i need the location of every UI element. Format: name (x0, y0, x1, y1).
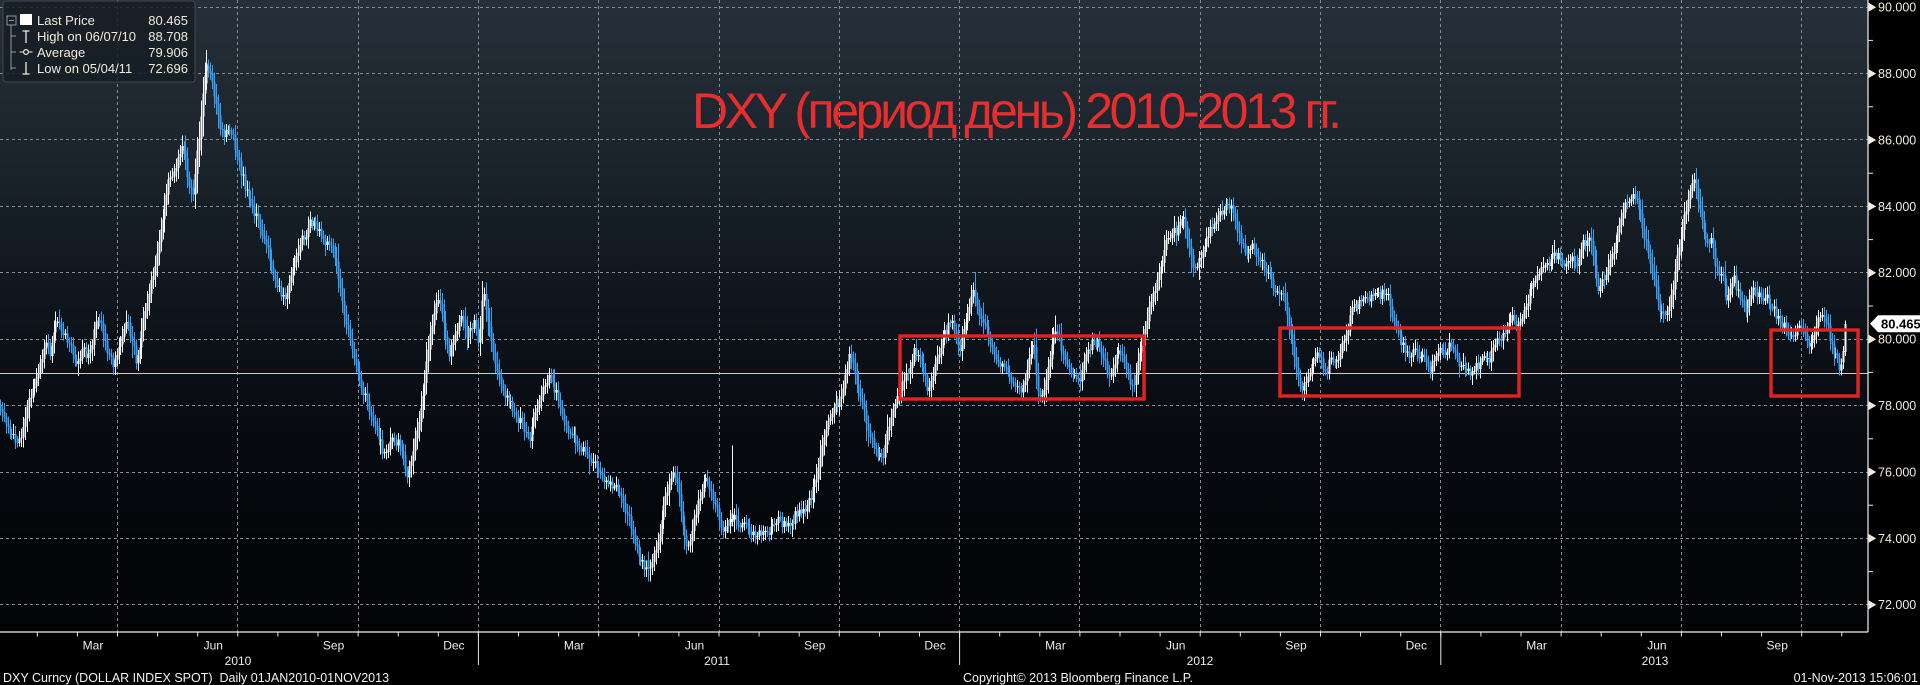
svg-text:Low on 05/04/11: Low on 05/04/11 (37, 61, 132, 76)
svg-text:88.708: 88.708 (148, 29, 188, 44)
svg-text:High on 06/07/10: High on 06/07/10 (37, 29, 136, 44)
svg-text:84.000: 84.000 (1878, 200, 1916, 214)
svg-text:Dec: Dec (924, 639, 945, 653)
svg-text:01-Nov-2013 15:06:01: 01-Nov-2013 15:06:01 (1794, 671, 1918, 685)
svg-text:Sep: Sep (323, 639, 345, 653)
svg-text:Sep: Sep (1285, 639, 1307, 653)
svg-text:79.906: 79.906 (148, 45, 188, 60)
svg-text:Dec: Dec (1406, 639, 1427, 653)
svg-text:Sep: Sep (1767, 639, 1789, 653)
svg-text:Mar: Mar (564, 639, 585, 653)
svg-text:Jun: Jun (204, 639, 223, 653)
svg-text:76.000: 76.000 (1878, 465, 1916, 479)
svg-text:86.000: 86.000 (1878, 133, 1916, 147)
svg-text:90.000: 90.000 (1878, 1, 1916, 15)
svg-text:2013: 2013 (1642, 654, 1669, 668)
svg-text:Mar: Mar (83, 639, 104, 653)
svg-text:72.000: 72.000 (1878, 598, 1916, 612)
svg-text:Mar: Mar (1526, 639, 1547, 653)
svg-text:2010: 2010 (225, 654, 252, 668)
svg-text:Dec: Dec (443, 639, 464, 653)
svg-text:Last Price: Last Price (37, 13, 95, 28)
svg-text:74.000: 74.000 (1878, 532, 1916, 546)
svg-text:Jun: Jun (685, 639, 704, 653)
svg-text:80.000: 80.000 (1878, 333, 1916, 347)
svg-text:Jun: Jun (1647, 639, 1666, 653)
svg-text:Jun: Jun (1166, 639, 1185, 653)
svg-text:80.465: 80.465 (148, 13, 188, 28)
svg-text:DXY Curncy (DOLLAR INDEX SPOT): DXY Curncy (DOLLAR INDEX SPOT) Daily 01J… (3, 671, 389, 685)
svg-text:80.465: 80.465 (1881, 316, 1920, 331)
svg-text:78.000: 78.000 (1878, 399, 1916, 413)
svg-text:Average: Average (37, 45, 85, 60)
svg-text:Mar: Mar (1045, 639, 1066, 653)
svg-text:2012: 2012 (1187, 654, 1214, 668)
svg-text:Copyright© 2013 Bloomberg Fina: Copyright© 2013 Bloomberg Finance L.P. (963, 671, 1193, 685)
svg-text:72.696: 72.696 (148, 61, 188, 76)
svg-text:82.000: 82.000 (1878, 266, 1916, 280)
svg-text:Sep: Sep (804, 639, 826, 653)
svg-text:88.000: 88.000 (1878, 67, 1916, 81)
svg-text:DXY (период день) 2010-2013 гг: DXY (период день) 2010-2013 гг. (692, 83, 1342, 139)
svg-text:2011: 2011 (704, 654, 730, 668)
